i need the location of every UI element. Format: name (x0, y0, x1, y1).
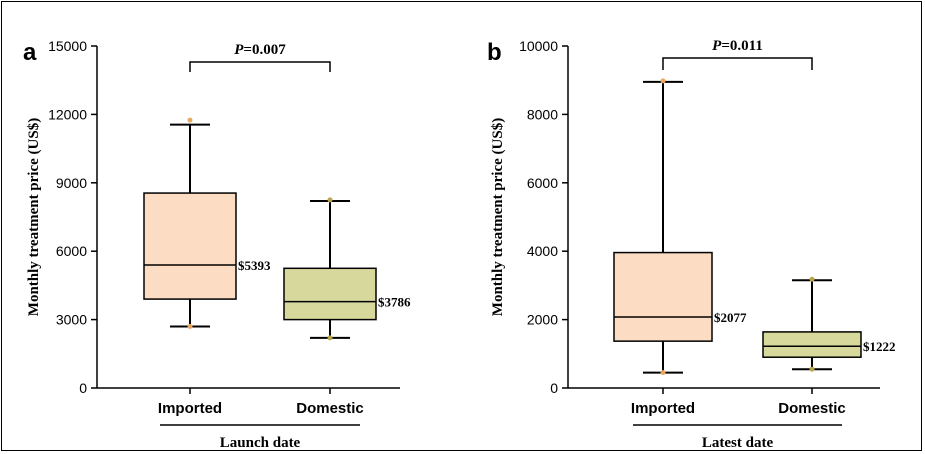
panel-a-domestic-median-label: $3786 (378, 295, 411, 310)
panel-a-y-tick-label: 6000 (56, 243, 87, 259)
panel-a-imported-data-point (188, 324, 193, 329)
panel-a-domestic-box (284, 268, 376, 319)
panel-a-domestic-data-point (328, 197, 333, 202)
panel-b-p-value: P=0.011 (712, 38, 763, 54)
panel-a-y-tick-label: 0 (79, 380, 87, 396)
panel-a-imported-data-point (188, 118, 193, 123)
panel-b-y-tick-label: 4000 (527, 243, 558, 259)
chart-svg: a 0 3000 6000 9000 12000 15000 Monthly treatmen… (0, 0, 925, 454)
panel-b-y-tick-label: 10000 (519, 38, 558, 54)
panel-a-x-tick-label: Domestic (296, 400, 364, 417)
panel-a-significance-bracket (190, 62, 330, 72)
panel-b-y-tick-label: 6000 (527, 175, 558, 191)
panel-a-y-axis-title: Monthly treatment price (US$) (26, 118, 42, 316)
panel-a-domestic-data-point (328, 335, 333, 340)
panel-b-imported-data-point (661, 370, 666, 375)
panel-a-imported-box (144, 193, 236, 299)
panel-b-x-tick-label: Domestic (778, 400, 846, 417)
panel-b-group-label: Latest date (702, 435, 774, 451)
panel-a-y-tick-label: 3000 (56, 312, 87, 328)
panel-b-label: b (487, 39, 502, 66)
panel-a-p-value: P=0.007 (234, 42, 286, 58)
panel-a-y-tick-label: 12000 (48, 106, 87, 122)
panel-b-imported-box (614, 253, 712, 342)
panel-a-group-label: Launch date (220, 435, 301, 451)
panel-b-y-tick-label: 0 (550, 380, 558, 396)
panel-b-x-tick-label: Imported (631, 400, 695, 417)
panel-b-domestic-data-point (810, 367, 815, 372)
panel-a-x-tick-label: Imported (158, 400, 222, 417)
figure: a 0 3000 6000 9000 12000 15000 Monthly treatmen… (0, 0, 925, 454)
panel-a-imported-median-label: $5393 (238, 258, 271, 273)
panel-b-domestic-box (763, 332, 861, 357)
panel-a-label: a (23, 39, 37, 66)
panel-a-y-tick-label: 9000 (56, 175, 87, 191)
panel-b-significance-bracket (663, 58, 812, 70)
panel-a-y-tick-label: 15000 (48, 38, 87, 54)
panel-b-y-axis-title: Monthly treatment price (US$) (490, 118, 506, 316)
panel-b-y-tick-label: 8000 (527, 106, 558, 122)
panel-b-domestic-median-label: $1222 (863, 339, 896, 354)
panel-b-imported-median-label: $2077 (714, 310, 747, 325)
panel-b-domestic-data-point (810, 277, 815, 282)
panel-b-y-tick-label: 2000 (527, 312, 558, 328)
panel-b-imported-data-point (661, 78, 666, 83)
